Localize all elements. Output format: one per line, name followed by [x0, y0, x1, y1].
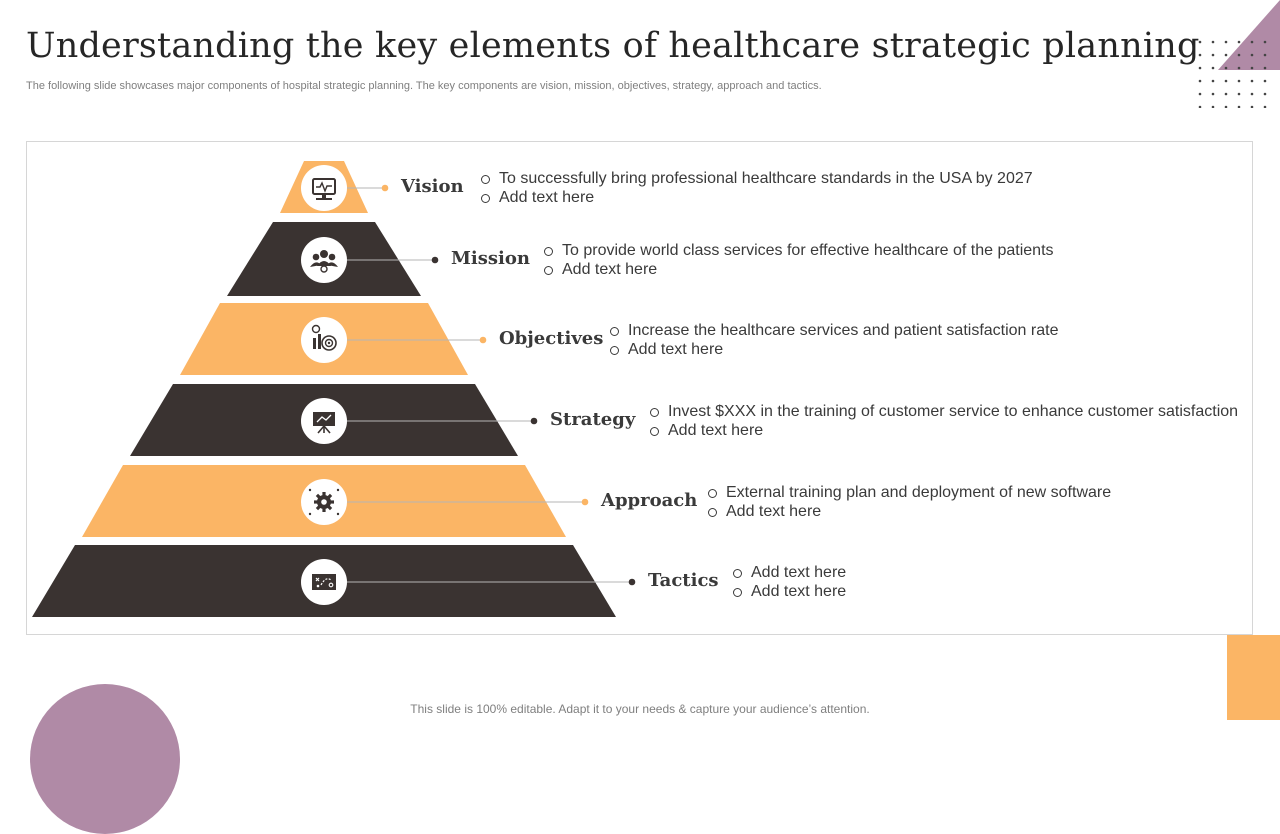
bullet-item: Add text here [610, 340, 1058, 359]
game-plan-icon [312, 574, 336, 590]
connector-dot [479, 336, 487, 344]
gear-icon [308, 488, 340, 516]
level-label-strategy: Strategy [550, 409, 636, 430]
bullet-item: Add text here [544, 260, 1054, 279]
level-bullets-approach: External training plan and deployment of… [708, 483, 1111, 521]
bullet-item: External training plan and deployment of… [708, 483, 1111, 502]
team-icon [310, 250, 338, 273]
pyramid-diagram [32, 161, 636, 617]
bullet-item: Add text here [708, 502, 1111, 521]
bullet-item: To provide world class services for effe… [544, 241, 1054, 260]
level-label-mission: Mission [451, 248, 530, 269]
corner-block-decoration [1227, 635, 1280, 720]
connector-dot [431, 256, 439, 264]
monitor-icon [312, 178, 336, 200]
bullet-item: Add text here [481, 188, 1033, 207]
connector-dot [530, 417, 538, 425]
level-label-vision: Vision [401, 176, 464, 197]
connector-dot [628, 578, 636, 586]
bullet-item: To successfully bring professional healt… [481, 169, 1033, 188]
footer-note: This slide is 100% editable. Adapt it to… [410, 702, 870, 716]
level-bullets-tactics: Add text here Add text here [733, 563, 846, 601]
icon-badge [301, 237, 347, 283]
connector-dot [381, 184, 389, 192]
level-bullets-strategy: Invest $XXX in the training of customer … [650, 402, 1238, 440]
level-label-tactics: Tactics [648, 570, 719, 591]
connector-dot [581, 498, 589, 506]
presentation-board-icon [313, 412, 335, 434]
bullet-item: Add text here [650, 421, 1238, 440]
pyramid-level-objectives [180, 303, 487, 375]
bullet-item: Add text here [733, 582, 846, 601]
bullet-item: Invest $XXX in the training of customer … [650, 402, 1238, 421]
bullet-item: Add text here [733, 563, 846, 582]
level-label-objectives: Objectives [499, 328, 604, 349]
pyramid-level-approach [82, 465, 589, 537]
target-chart-icon [311, 324, 337, 351]
pyramid-panel: Vision To successfully bring professional… [26, 141, 1253, 635]
level-bullets-objectives: Increase the healthcare services and pat… [610, 321, 1058, 359]
pyramid-level-mission [227, 222, 439, 296]
level-bullets-vision: To successfully bring professional healt… [481, 169, 1033, 207]
icon-badge [301, 317, 347, 363]
pyramid-level-strategy [130, 384, 538, 456]
bullet-item: Increase the healthcare services and pat… [610, 321, 1058, 340]
level-label-approach: Approach [601, 490, 698, 511]
level-bullets-mission: To provide world class services for effe… [544, 241, 1054, 279]
pyramid-level-tactics [32, 545, 636, 617]
page-subtitle: The following slide showcases major comp… [26, 80, 822, 92]
page-title: Understanding the key elements of health… [26, 26, 1200, 66]
pyramid-level-vision [280, 161, 389, 213]
dot-grid-decoration [1198, 40, 1267, 108]
